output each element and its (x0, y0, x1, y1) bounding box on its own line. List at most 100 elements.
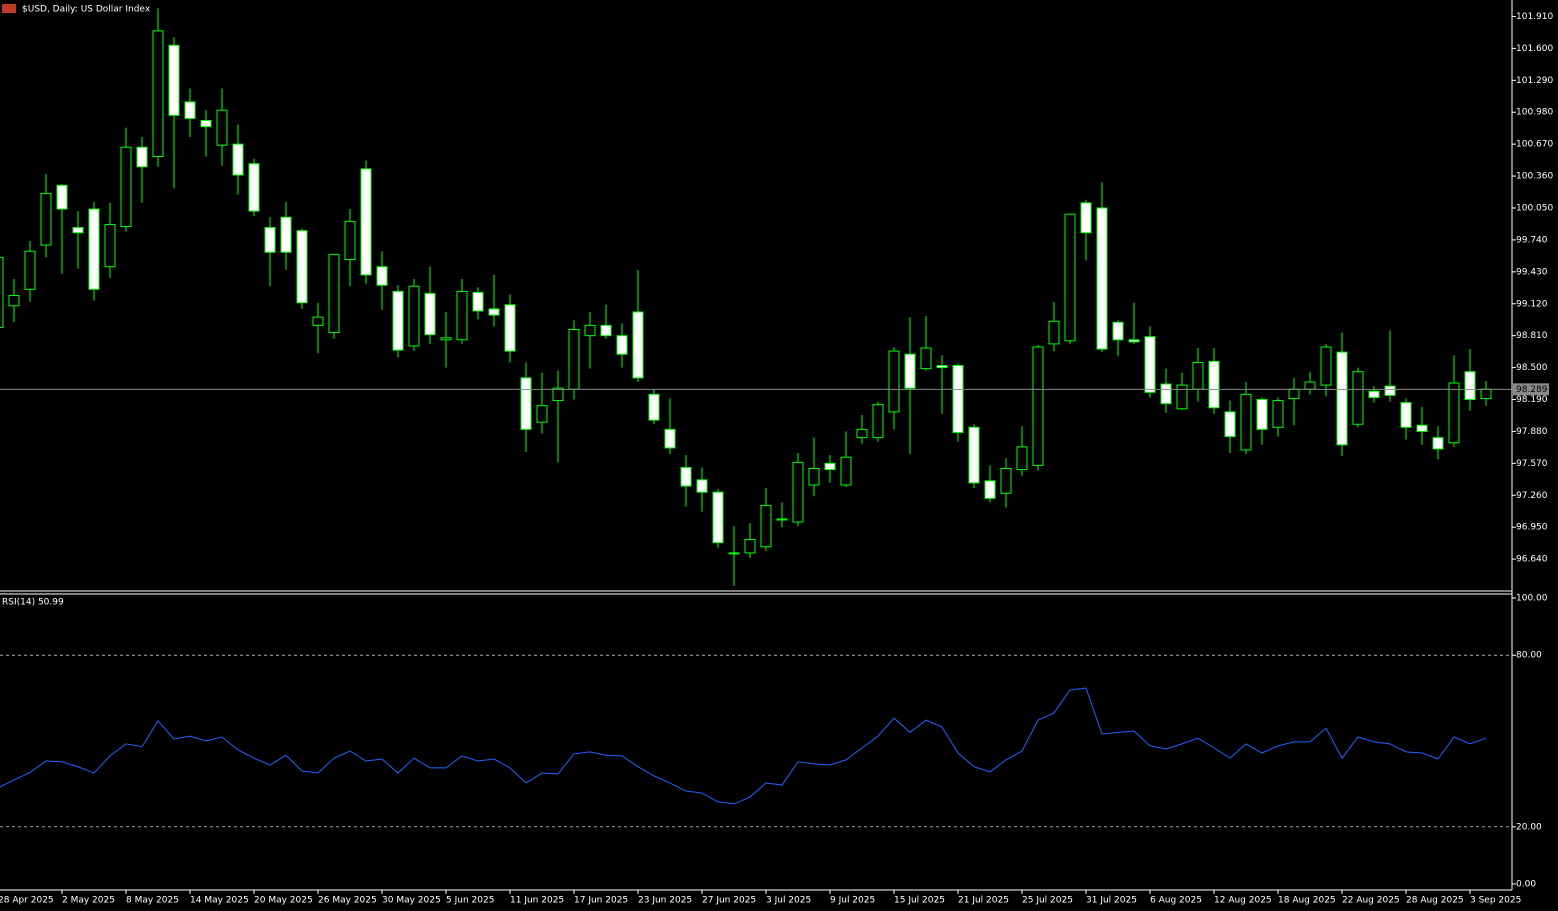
candle-body (568, 328, 580, 390)
candle-body (616, 335, 628, 355)
y-tick-label: 96.950 (1516, 523, 1548, 533)
candle-body (24, 250, 36, 290)
candle-body (1256, 399, 1268, 430)
candle-body (88, 208, 100, 290)
candle-body (1304, 381, 1316, 390)
candle-body (824, 462, 836, 471)
candle-body (248, 163, 260, 212)
candle-body (968, 426, 980, 484)
candle-body (1352, 371, 1364, 425)
candle-body (456, 290, 468, 341)
candle-body (1208, 360, 1220, 409)
candle-body (56, 184, 68, 210)
candle-body (1000, 467, 1012, 494)
candle-body (312, 316, 324, 326)
x-tick-label: 18 Aug 2025 (1278, 896, 1336, 906)
candle-body (296, 230, 308, 304)
candle-body (664, 428, 676, 449)
chart-title: $USD, Daily: US Dollar Index (22, 5, 151, 15)
x-tick-label: 3 Jul 2025 (766, 896, 811, 906)
flag-icon (2, 4, 16, 13)
x-tick-label: 17 Jun 2025 (574, 896, 628, 906)
y-tick-label: 100.00 (1516, 594, 1548, 604)
y-tick-label: 98.500 (1516, 363, 1548, 373)
candle-body (520, 377, 532, 430)
candle-body (1032, 346, 1044, 466)
candle-body (1016, 446, 1028, 471)
y-tick-label: 96.640 (1516, 555, 1548, 565)
y-tick-label: 97.570 (1516, 459, 1548, 469)
x-tick-label: 28 Apr 2025 (0, 896, 54, 906)
x-tick-label: 11 Jun 2025 (510, 896, 564, 906)
x-tick-label: 15 Jul 2025 (894, 896, 945, 906)
candle-body (792, 461, 804, 523)
x-tick-label: 28 Aug 2025 (1406, 896, 1464, 906)
candle-body (1384, 385, 1396, 396)
x-tick-label: 31 Jul 2025 (1086, 896, 1137, 906)
x-tick-label: 14 May 2025 (190, 896, 249, 906)
candle-body (328, 253, 340, 334)
candle-body (1176, 384, 1188, 410)
candle-body (760, 505, 772, 548)
candle-body (920, 347, 932, 370)
candle-body (1080, 202, 1092, 234)
y-tick-label: 101.910 (1516, 12, 1553, 22)
x-tick-label: 27 Jun 2025 (702, 896, 756, 906)
x-tick-label: 3 Sep 2025 (1470, 896, 1521, 906)
x-tick-label: 2 May 2025 (62, 896, 115, 906)
candle-body (40, 193, 52, 246)
candle-body (536, 405, 548, 423)
candle-body (1320, 346, 1332, 386)
candle-body (1144, 336, 1156, 393)
candle-body (1416, 424, 1428, 432)
candle-body (712, 491, 724, 544)
candle-body (472, 291, 484, 312)
candle-body (1224, 411, 1236, 438)
candle-body (872, 404, 884, 439)
candle-body (344, 220, 356, 260)
y-tick-label: 101.600 (1516, 44, 1553, 54)
candle-body (360, 168, 372, 276)
x-tick-label: 23 Jun 2025 (638, 896, 692, 906)
candle-body (104, 223, 116, 268)
y-tick-label: 99.430 (1516, 267, 1548, 277)
y-tick-label: 98.190 (1516, 395, 1548, 405)
candle-body (1048, 320, 1060, 345)
candle-body (1128, 339, 1140, 343)
candle-body (552, 387, 564, 402)
x-tick-label: 30 May 2025 (382, 896, 441, 906)
y-tick-label: 98.810 (1516, 331, 1548, 341)
x-tick-label: 5 Jun 2025 (446, 896, 494, 906)
candle-body (120, 146, 132, 228)
y-tick-label: 99.740 (1516, 235, 1548, 245)
candle-body (424, 292, 436, 336)
candle-body (744, 539, 756, 554)
y-tick-label: 97.260 (1516, 491, 1548, 501)
rsi-title: RSI(14) 50.99 (2, 598, 64, 608)
candle-body (216, 109, 228, 146)
candle-body (264, 227, 276, 253)
candle-body (1064, 213, 1076, 342)
candle-body (680, 466, 692, 487)
y-tick-label: 99.120 (1516, 299, 1548, 309)
candle-body (856, 428, 868, 439)
candle-body (888, 350, 900, 413)
y-tick-label: 100.980 (1516, 108, 1553, 118)
x-tick-label: 12 Aug 2025 (1214, 896, 1272, 906)
candle-body (936, 365, 948, 369)
x-tick-label: 26 May 2025 (318, 896, 377, 906)
y-tick-label: 100.050 (1516, 203, 1553, 213)
x-tick-label: 9 Jul 2025 (830, 896, 875, 906)
x-tick-label: 20 May 2025 (254, 896, 313, 906)
candle-body (808, 467, 820, 486)
candle-body (168, 44, 180, 116)
y-tick-label: 101.290 (1516, 76, 1553, 86)
x-tick-label: 21 Jul 2025 (958, 896, 1009, 906)
candle-body (1400, 402, 1412, 428)
candle-body (1272, 400, 1284, 428)
candle-body (440, 337, 452, 341)
candle-body (136, 146, 148, 168)
